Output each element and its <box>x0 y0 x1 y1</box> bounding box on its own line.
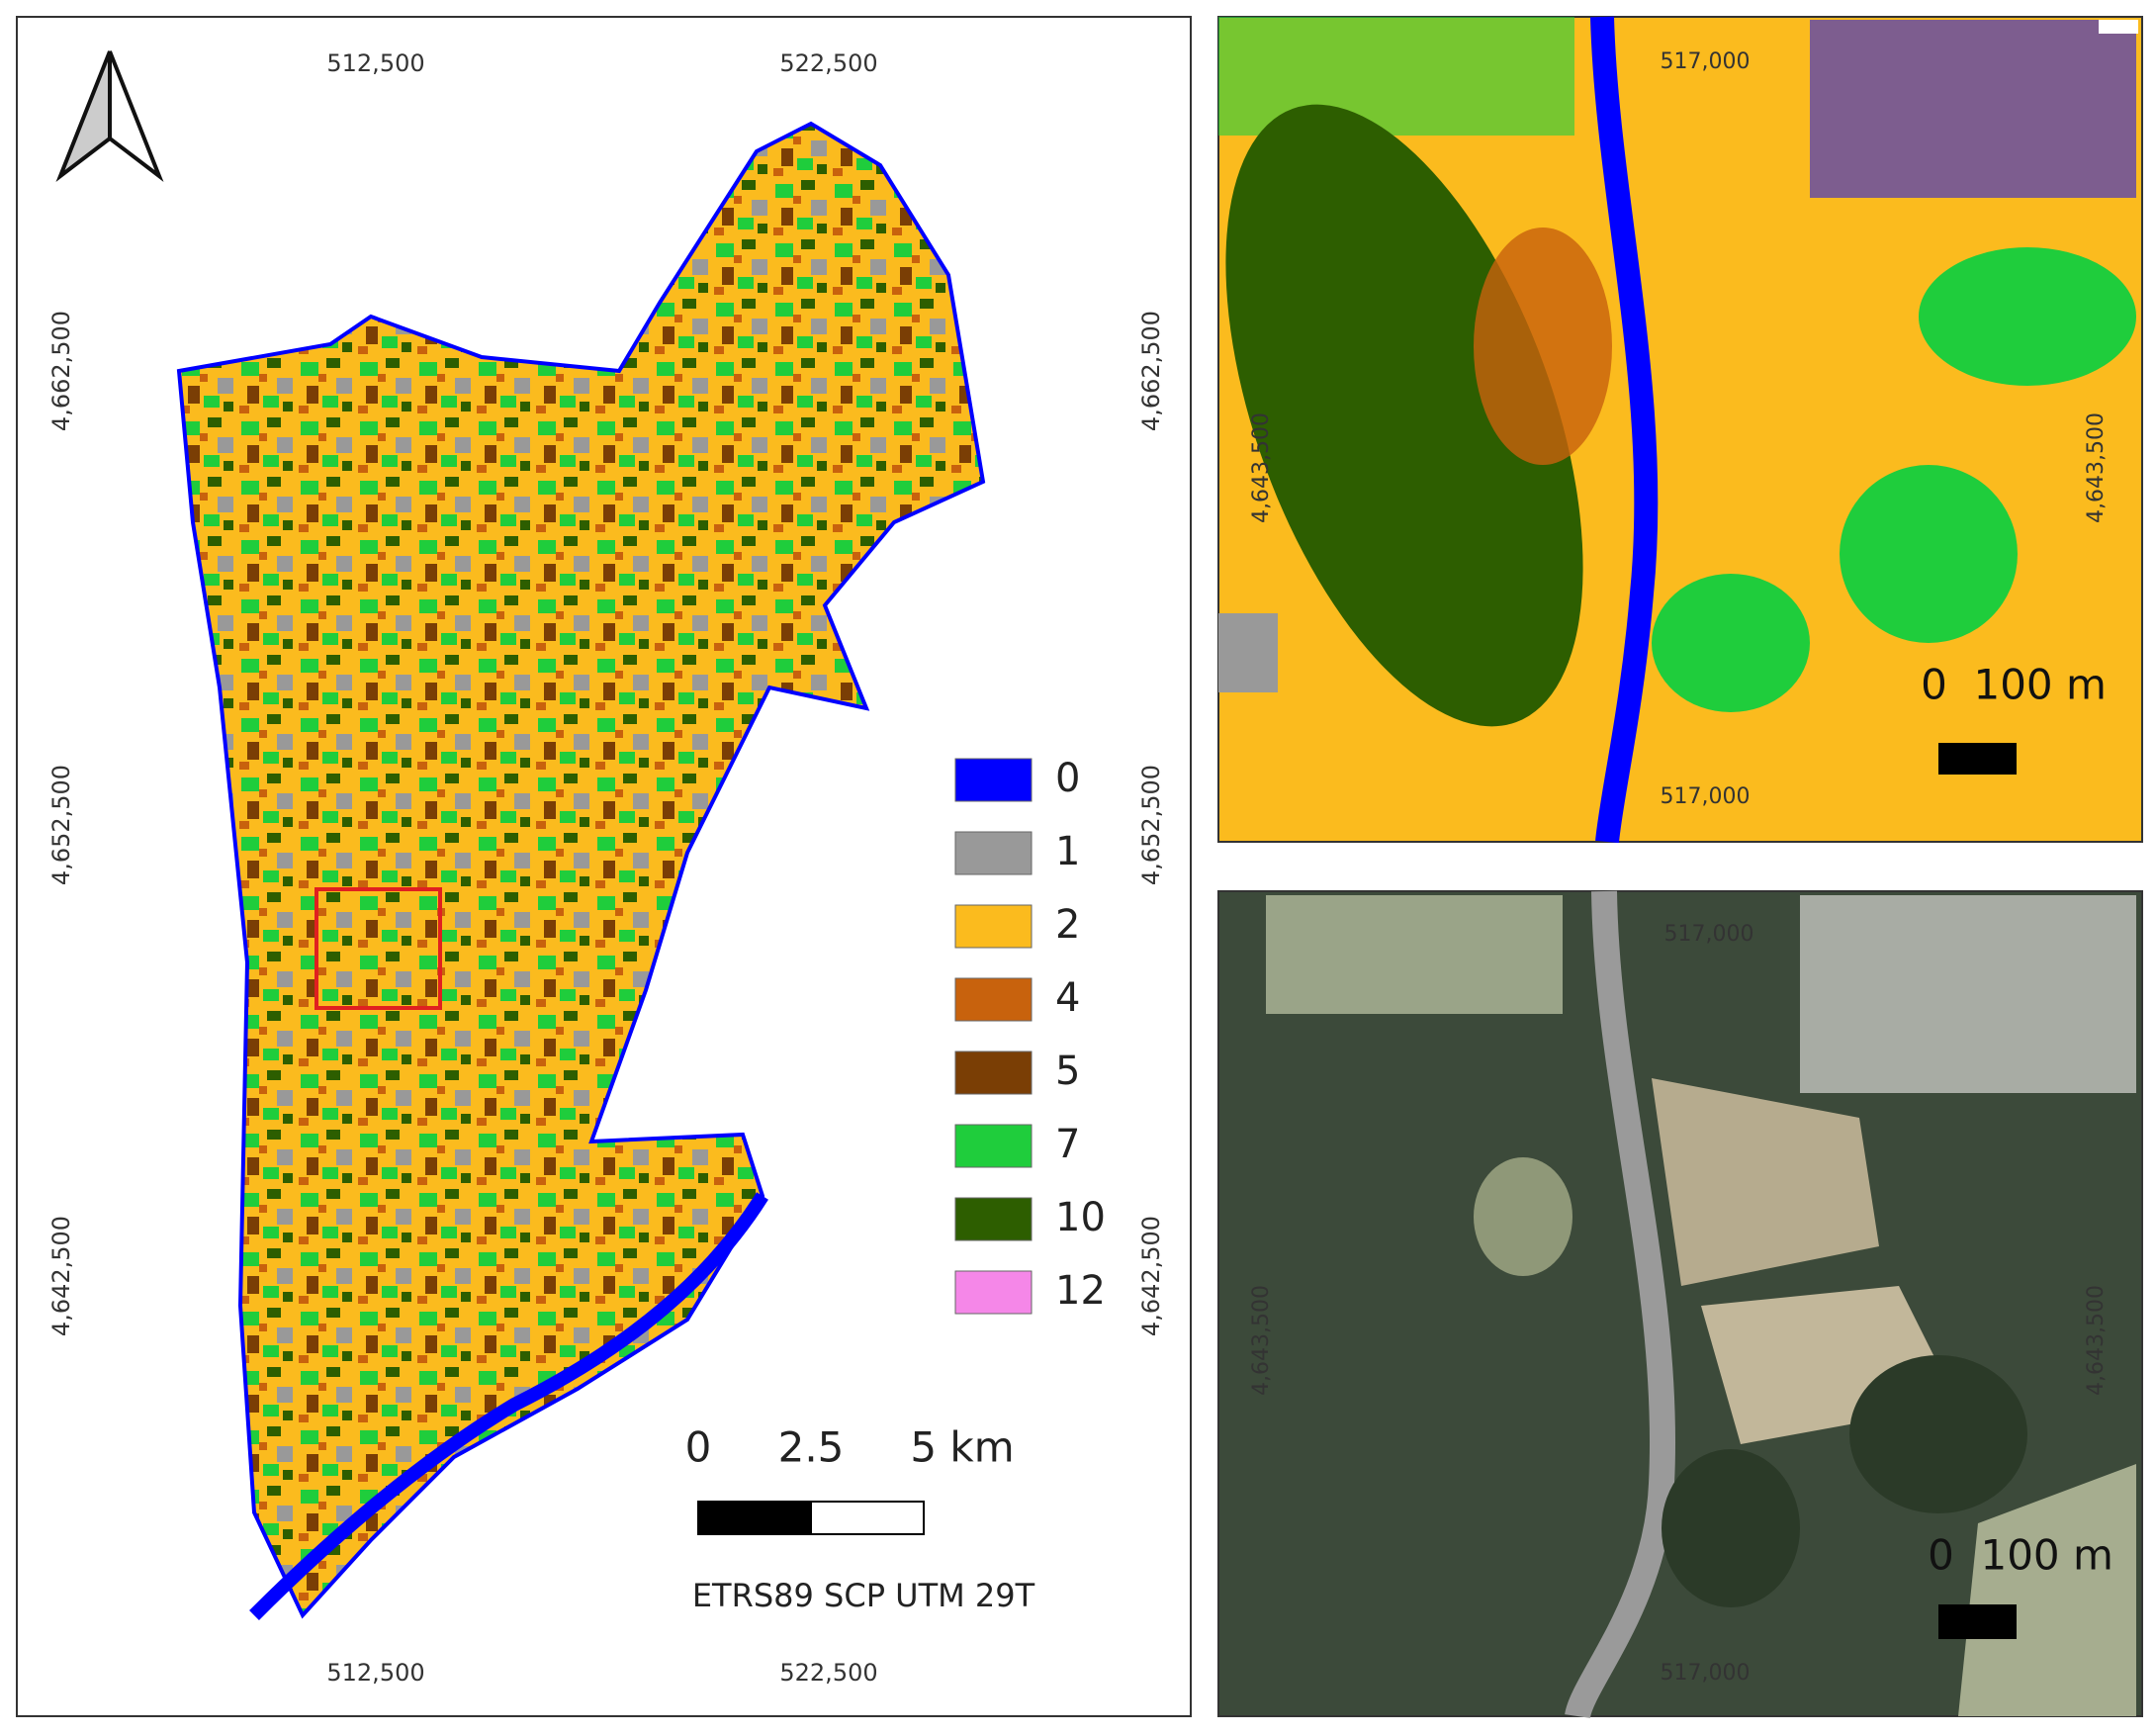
y-label: 4,652,500 <box>47 765 75 885</box>
classified-inset <box>1217 16 2143 844</box>
crs-label: ETRS89 SCP UTM 29T <box>692 1577 1035 1614</box>
y-label: 4,642,500 <box>1137 1216 1165 1336</box>
legend-swatch <box>954 758 1033 802</box>
legend-label: 7 <box>1055 1122 1080 1167</box>
scale-label: 0 100 m <box>1921 661 2107 709</box>
study-area <box>176 121 986 1619</box>
legend-swatch <box>954 1051 1033 1095</box>
legend-label: 1 <box>1055 829 1080 874</box>
y-label: 4,643,500 <box>1249 1285 1274 1396</box>
estuary <box>249 1192 768 1620</box>
x-label: 517,000 <box>1661 49 1751 74</box>
y-label: 4,652,500 <box>1137 765 1165 885</box>
scale-label: 5 km <box>910 1423 1014 1472</box>
scale-label: 0 <box>685 1423 712 1472</box>
y-label: 4,642,500 <box>47 1216 75 1336</box>
y-label: 4,662,500 <box>47 311 75 431</box>
legend-label: 0 <box>1055 756 1080 801</box>
scale-bar <box>697 1501 812 1535</box>
y-label: 4,662,500 <box>1137 311 1165 431</box>
legend-swatch <box>954 1124 1033 1168</box>
legend-swatch <box>954 904 1033 949</box>
scale-label: 0 100 m <box>1928 1531 2113 1580</box>
x-label: 512,500 <box>326 49 424 77</box>
x-label: 517,000 <box>1661 784 1751 809</box>
y-label: 4,643,500 <box>2084 412 2109 523</box>
legend-label: 12 <box>1055 1268 1106 1314</box>
scale-bar <box>810 1501 925 1535</box>
x-label: 517,000 <box>1661 1661 1751 1686</box>
y-label: 4,643,500 <box>2084 1285 2109 1396</box>
legend-swatch <box>954 1270 1033 1315</box>
north-arrow <box>55 50 164 182</box>
x-label: 512,500 <box>326 1659 424 1687</box>
legend-swatch <box>954 977 1033 1022</box>
legend-label: 4 <box>1055 975 1080 1021</box>
legend-label: 5 <box>1055 1049 1080 1094</box>
legend-label: 10 <box>1055 1195 1106 1240</box>
legend-swatch <box>954 1197 1033 1241</box>
x-label: 517,000 <box>1664 922 1754 947</box>
aerial-inset <box>1217 890 2143 1719</box>
inset-extent <box>314 887 442 1010</box>
x-label: 522,500 <box>779 1659 877 1687</box>
x-label: 522,500 <box>779 49 877 77</box>
scale-label: 2.5 <box>778 1423 845 1472</box>
y-label: 4,643,500 <box>1249 412 1274 523</box>
legend-label: 2 <box>1055 902 1080 948</box>
legend-swatch <box>954 831 1033 875</box>
